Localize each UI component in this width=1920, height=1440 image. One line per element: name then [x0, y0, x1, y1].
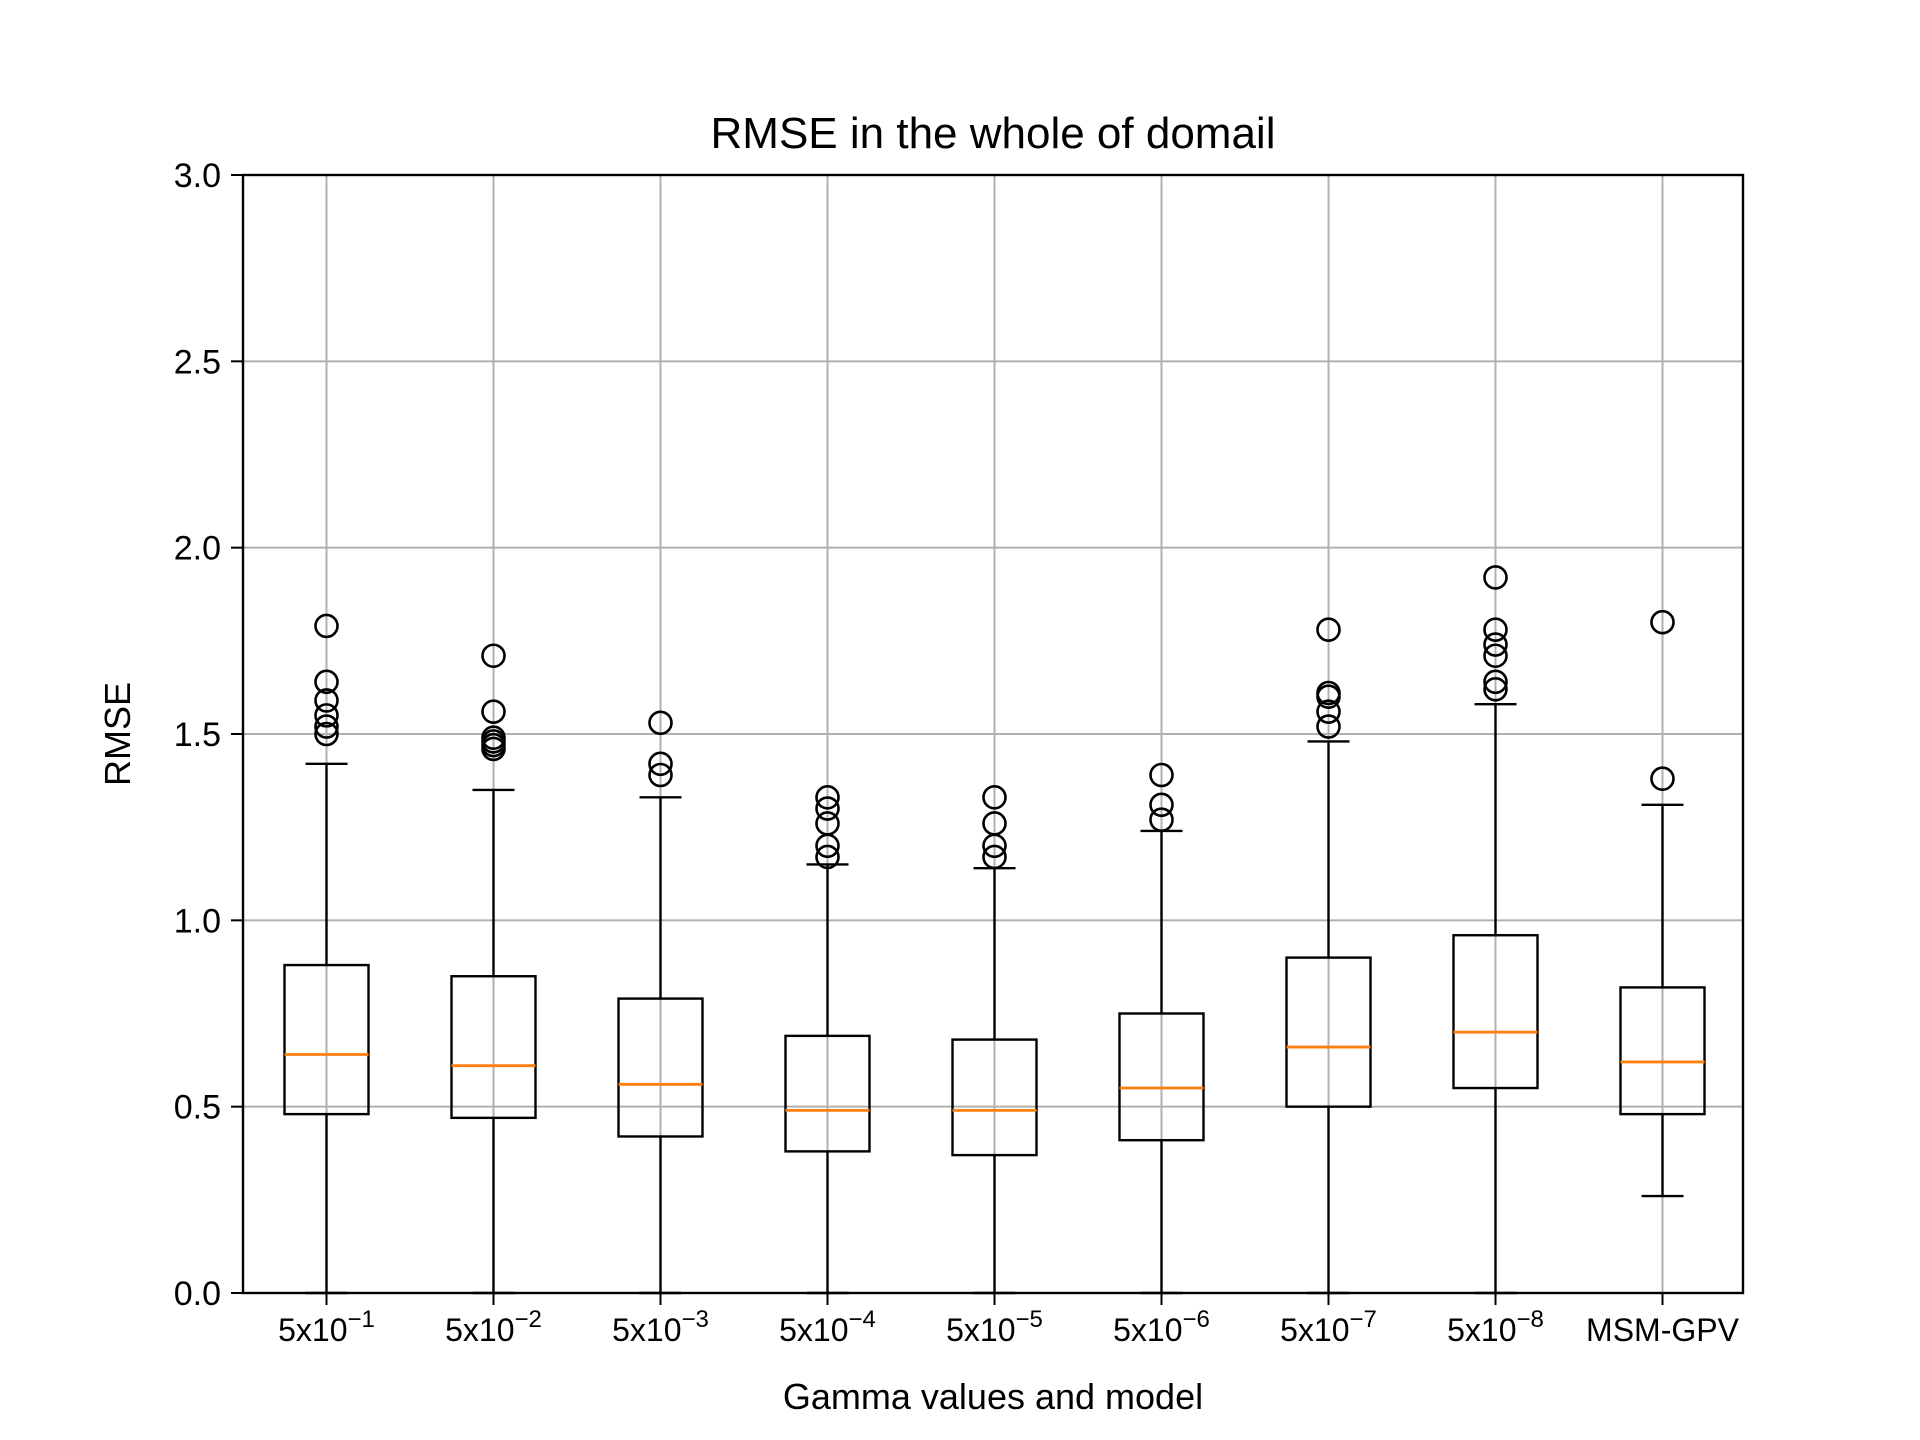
y-axis-label: RMSE	[97, 682, 138, 786]
x-tick-label-base: 5x10	[612, 1312, 681, 1348]
x-tick-label-exponent: −3	[682, 1306, 709, 1333]
chart-title: RMSE in the whole of domail	[711, 109, 1276, 158]
x-tick-label: 5x10−4	[779, 1306, 876, 1348]
iqr-box	[1285, 956, 1372, 1108]
x-tick-label-base: 5x10	[946, 1312, 1015, 1348]
outlier-point	[1316, 680, 1341, 706]
outlier-point	[1483, 617, 1508, 642]
iqr-box	[283, 963, 370, 1116]
outlier-point	[982, 785, 1007, 810]
box-series	[283, 565, 1706, 1295]
outlier-point	[982, 844, 1007, 870]
outlier-point	[1149, 762, 1174, 788]
box-group	[1285, 617, 1372, 1295]
outlier-point	[815, 811, 840, 836]
x-tick-label-base: 5x10	[278, 1312, 347, 1348]
outlier-point	[648, 710, 673, 736]
outlier-point	[1483, 643, 1508, 669]
y-axis-ticks: 0.0 0.5 1.0 1.5 2.0 2.5 3.0	[174, 157, 243, 1313]
outlier-point	[314, 714, 339, 739]
x-axis-label: Gamma values and model	[783, 1376, 1203, 1417]
x-tick-label-base: 5x10	[445, 1312, 514, 1348]
x-tick-label-exponent: −1	[348, 1306, 375, 1333]
x-tick-label: 5x10−2	[445, 1306, 542, 1348]
iqr-box	[617, 997, 704, 1138]
x-tick-label: 5x10−8	[1447, 1306, 1544, 1348]
x-tick-label-base: 5x10	[1280, 1312, 1349, 1348]
x-tick-label: 5x10−6	[1113, 1306, 1210, 1348]
outlier-point	[314, 613, 339, 639]
outlier-point	[1483, 632, 1508, 657]
x-tick-label-base: MSM-GPV	[1586, 1312, 1740, 1348]
box-group	[617, 710, 704, 1295]
box-group	[1452, 565, 1539, 1295]
y-tick-label: 3.0	[174, 157, 221, 195]
x-axis-ticks: 5x10−1 5x10−2 5x10−3 5x10−4 5x10−5 5x10−6 5x10…	[278, 1293, 1740, 1348]
iqr-box	[1619, 986, 1706, 1116]
box-group	[1619, 609, 1706, 1198]
outlier-point	[314, 669, 339, 695]
outlier-point	[1316, 714, 1341, 739]
outlier-point	[314, 688, 339, 713]
outlier-point	[1149, 807, 1174, 833]
box-group	[784, 785, 871, 1295]
x-tick-label-exponent: −6	[1183, 1306, 1210, 1333]
outlier-point	[1149, 792, 1174, 818]
outlier-point	[648, 751, 673, 777]
outlier-point	[481, 725, 506, 751]
x-tick-label-base: 5x10	[1447, 1312, 1516, 1348]
y-tick-label: 1.0	[174, 902, 221, 940]
iqr-box	[1118, 1012, 1205, 1142]
outlier-point	[982, 811, 1007, 836]
x-tick-label: 5x10−3	[612, 1306, 709, 1348]
x-tick-label-exponent: −7	[1350, 1306, 1377, 1333]
outlier-point	[1483, 676, 1508, 702]
y-tick-label: 2.5	[174, 343, 221, 381]
y-tick-label: 1.5	[174, 716, 221, 754]
x-tick-label: 5x10−1	[278, 1306, 375, 1348]
outlier-point	[314, 703, 339, 728]
outlier-point	[481, 699, 506, 724]
outlier-point	[1483, 565, 1508, 590]
outlier-point	[815, 796, 840, 821]
y-tick-label: 0.5	[174, 1089, 221, 1127]
x-tick-label: 5x10−5	[946, 1306, 1043, 1348]
outlier-point	[1650, 609, 1675, 635]
y-tick-label: 0.0	[174, 1275, 221, 1313]
y-tick-label: 2.0	[174, 530, 221, 568]
box-group	[283, 613, 370, 1295]
outlier-point	[1316, 699, 1341, 724]
outlier-point	[815, 785, 840, 810]
outlier-point	[1650, 766, 1675, 792]
x-tick-label: MSM-GPV	[1586, 1312, 1740, 1348]
iqr-box	[450, 975, 537, 1120]
outlier-point	[815, 844, 840, 870]
x-tick-label-exponent: −8	[1517, 1306, 1544, 1333]
outlier-point	[481, 643, 506, 669]
outlier-point	[1483, 669, 1508, 695]
box-group	[951, 785, 1038, 1295]
outlier-point	[1316, 617, 1341, 642]
outlier-point	[314, 721, 339, 747]
x-tick-label-exponent: −5	[1016, 1306, 1043, 1333]
x-tick-label-exponent: −2	[515, 1306, 542, 1333]
x-tick-label-exponent: −4	[849, 1306, 876, 1333]
x-tick-label-base: 5x10	[1113, 1312, 1182, 1348]
x-tick-label-base: 5x10	[779, 1312, 848, 1348]
outlier-point	[648, 762, 673, 788]
iqr-box	[784, 1034, 871, 1153]
iqr-box	[1452, 934, 1539, 1090]
x-tick-label: 5x10−7	[1280, 1306, 1377, 1348]
iqr-box	[951, 1038, 1038, 1157]
